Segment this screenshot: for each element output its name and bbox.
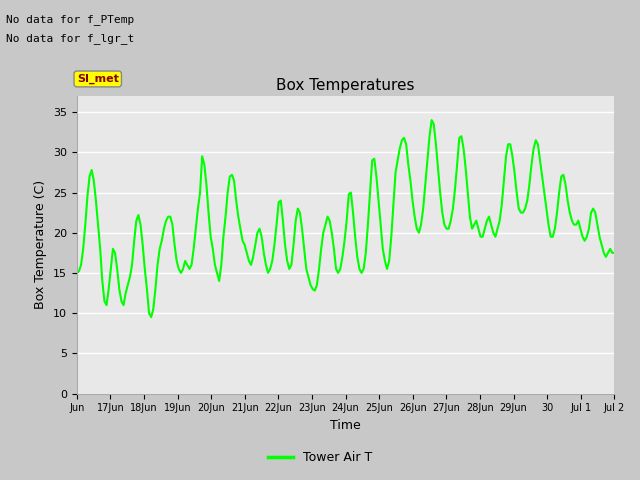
Legend: Tower Air T: Tower Air T — [263, 446, 377, 469]
Text: No data for f_PTemp: No data for f_PTemp — [6, 13, 134, 24]
Text: SI_met: SI_met — [77, 74, 118, 84]
Title: Box Temperatures: Box Temperatures — [276, 78, 415, 94]
Text: No data for f_lgr_t: No data for f_lgr_t — [6, 33, 134, 44]
Y-axis label: Box Temperature (C): Box Temperature (C) — [35, 180, 47, 310]
X-axis label: Time: Time — [330, 419, 361, 432]
